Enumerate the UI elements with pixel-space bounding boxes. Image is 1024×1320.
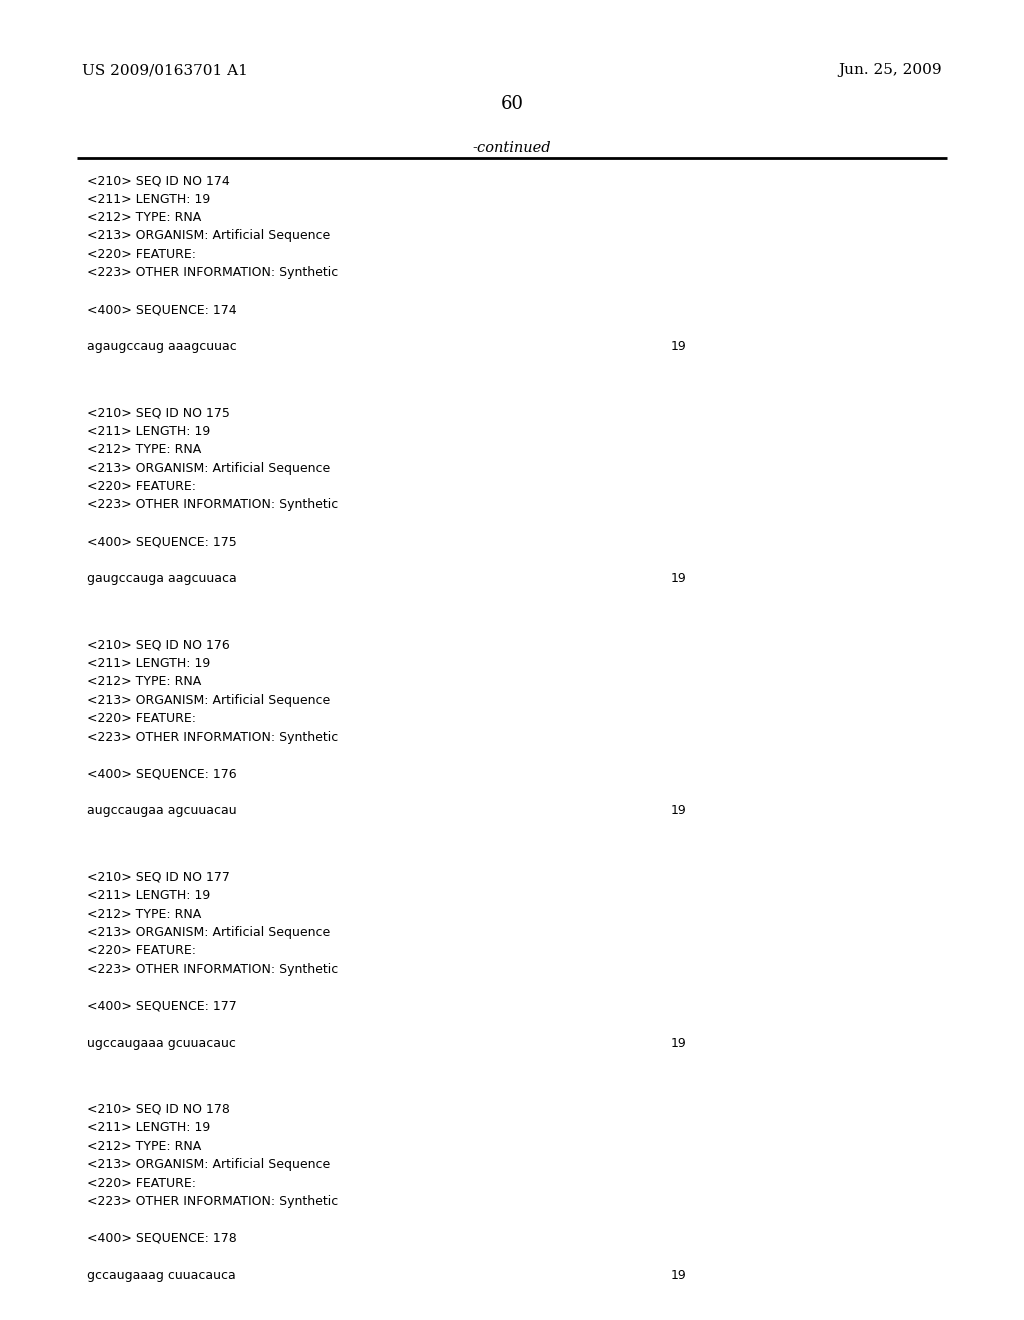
- Text: <400> SEQUENCE: 175: <400> SEQUENCE: 175: [87, 536, 237, 548]
- Text: <213> ORGANISM: Artificial Sequence: <213> ORGANISM: Artificial Sequence: [87, 1158, 331, 1171]
- Text: <220> FEATURE:: <220> FEATURE:: [87, 945, 196, 957]
- Text: <210> SEQ ID NO 176: <210> SEQ ID NO 176: [87, 639, 229, 652]
- Text: <223> OTHER INFORMATION: Synthetic: <223> OTHER INFORMATION: Synthetic: [87, 267, 338, 280]
- Text: <212> TYPE: RNA: <212> TYPE: RNA: [87, 1140, 202, 1152]
- Text: <212> TYPE: RNA: <212> TYPE: RNA: [87, 444, 202, 457]
- Text: <220> FEATURE:: <220> FEATURE:: [87, 1176, 196, 1189]
- Text: <220> FEATURE:: <220> FEATURE:: [87, 480, 196, 494]
- Text: 19: 19: [671, 1269, 686, 1282]
- Text: 19: 19: [671, 1036, 686, 1049]
- Text: 19: 19: [671, 341, 686, 352]
- Text: <223> OTHER INFORMATION: Synthetic: <223> OTHER INFORMATION: Synthetic: [87, 962, 338, 975]
- Text: <210> SEQ ID NO 177: <210> SEQ ID NO 177: [87, 871, 230, 884]
- Text: <210> SEQ ID NO 178: <210> SEQ ID NO 178: [87, 1104, 230, 1115]
- Text: 60: 60: [501, 95, 523, 114]
- Text: <211> LENGTH: 19: <211> LENGTH: 19: [87, 890, 210, 902]
- Text: <213> ORGANISM: Artificial Sequence: <213> ORGANISM: Artificial Sequence: [87, 230, 331, 243]
- Text: <220> FEATURE:: <220> FEATURE:: [87, 248, 196, 261]
- Text: <211> LENGTH: 19: <211> LENGTH: 19: [87, 425, 210, 438]
- Text: <212> TYPE: RNA: <212> TYPE: RNA: [87, 676, 202, 689]
- Text: <212> TYPE: RNA: <212> TYPE: RNA: [87, 908, 202, 920]
- Text: Jun. 25, 2009: Jun. 25, 2009: [839, 63, 942, 78]
- Text: US 2009/0163701 A1: US 2009/0163701 A1: [82, 63, 248, 78]
- Text: <213> ORGANISM: Artificial Sequence: <213> ORGANISM: Artificial Sequence: [87, 927, 331, 939]
- Text: <223> OTHER INFORMATION: Synthetic: <223> OTHER INFORMATION: Synthetic: [87, 499, 338, 511]
- Text: <400> SEQUENCE: 178: <400> SEQUENCE: 178: [87, 1232, 237, 1245]
- Text: ugccaugaaa gcuuacauc: ugccaugaaa gcuuacauc: [87, 1036, 236, 1049]
- Text: <400> SEQUENCE: 176: <400> SEQUENCE: 176: [87, 767, 237, 780]
- Text: <400> SEQUENCE: 177: <400> SEQUENCE: 177: [87, 999, 237, 1012]
- Text: <400> SEQUENCE: 174: <400> SEQUENCE: 174: [87, 304, 237, 315]
- Text: agaugccaug aaagcuuac: agaugccaug aaagcuuac: [87, 341, 237, 352]
- Text: gaugccauga aagcuuaca: gaugccauga aagcuuaca: [87, 572, 237, 585]
- Text: gccaugaaag cuuacauca: gccaugaaag cuuacauca: [87, 1269, 236, 1282]
- Text: <212> TYPE: RNA: <212> TYPE: RNA: [87, 211, 202, 224]
- Text: <223> OTHER INFORMATION: Synthetic: <223> OTHER INFORMATION: Synthetic: [87, 731, 338, 743]
- Text: <213> ORGANISM: Artificial Sequence: <213> ORGANISM: Artificial Sequence: [87, 462, 331, 475]
- Text: <220> FEATURE:: <220> FEATURE:: [87, 713, 196, 725]
- Text: <211> LENGTH: 19: <211> LENGTH: 19: [87, 657, 210, 671]
- Text: <211> LENGTH: 19: <211> LENGTH: 19: [87, 193, 210, 206]
- Text: 19: 19: [671, 572, 686, 585]
- Text: <210> SEQ ID NO 175: <210> SEQ ID NO 175: [87, 407, 230, 420]
- Text: <213> ORGANISM: Artificial Sequence: <213> ORGANISM: Artificial Sequence: [87, 694, 331, 706]
- Text: <211> LENGTH: 19: <211> LENGTH: 19: [87, 1122, 210, 1134]
- Text: -continued: -continued: [473, 141, 551, 156]
- Text: <210> SEQ ID NO 174: <210> SEQ ID NO 174: [87, 174, 229, 187]
- Text: augccaugaa agcuuacau: augccaugaa agcuuacau: [87, 804, 237, 817]
- Text: <223> OTHER INFORMATION: Synthetic: <223> OTHER INFORMATION: Synthetic: [87, 1195, 338, 1208]
- Text: 19: 19: [671, 804, 686, 817]
